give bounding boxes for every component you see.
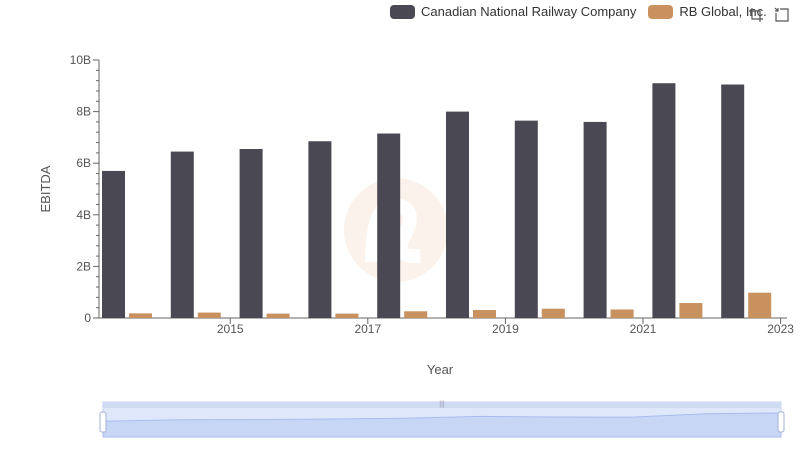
slider-handle-left — [99, 411, 107, 433]
y-axis-title: EBITDA — [38, 165, 53, 212]
y-tick-label: 2B — [76, 259, 91, 273]
y-axis: 0 2B 4B 6B 8B 10B — [70, 53, 100, 325]
y-tick-label: 0 — [84, 311, 91, 325]
legend: Canadian National Railway Company RB Glo… — [390, 4, 771, 19]
x-axis: 2015 2017 2019 2021 2023 — [99, 317, 794, 336]
bar-canadian-national-railway — [652, 83, 676, 318]
legend-item-rb-global[interactable]: RB Global, Inc. — [648, 4, 767, 19]
y-tick-label: 4B — [76, 208, 91, 222]
bar-rb-global — [541, 308, 565, 318]
bars-group — [102, 83, 772, 318]
x-tick-label: 2021 — [630, 322, 657, 336]
bar-canadian-national-railway — [446, 111, 469, 318]
x-tick-label: 2017 — [354, 322, 381, 336]
legend-swatch-rb-global — [648, 4, 674, 19]
bar-canadian-national-railway — [583, 121, 607, 318]
bar-rb-global — [129, 313, 152, 318]
slider-handle-right — [777, 411, 785, 433]
bar-canadian-national-railway — [514, 120, 538, 318]
bar-rb-global — [197, 312, 221, 318]
legend-label-canadian-national-railway: Canadian National Railway Company — [421, 4, 637, 19]
bar-rb-global — [266, 313, 290, 318]
x-tick-label: 2023 — [767, 322, 794, 336]
bar-canadian-national-railway — [170, 151, 194, 318]
bar-canadian-national-railway — [239, 149, 263, 318]
data-zoom-slider[interactable]: ||| — [99, 401, 785, 438]
bar-canadian-national-railway — [308, 141, 332, 318]
x-tick-label: 2019 — [492, 322, 519, 336]
restore-icon[interactable] — [774, 7, 790, 23]
slider-grip: ||| — [439, 401, 445, 408]
bar-rb-global — [610, 309, 634, 318]
x-tick-label: 2015 — [217, 322, 244, 336]
y-tick-label: 6B — [76, 156, 91, 170]
x-axis-title: Year — [427, 362, 454, 377]
bar-rb-global — [473, 310, 496, 318]
slider-top-bar — [103, 402, 781, 408]
bar-rb-global — [748, 292, 772, 318]
y-tick-label: 10B — [70, 53, 91, 67]
bar-canadian-national-railway — [721, 84, 745, 318]
bar-rb-global — [679, 303, 703, 318]
bar-rb-global — [404, 311, 428, 318]
bar-canadian-national-railway — [102, 170, 125, 318]
y-tick-label: 8B — [76, 105, 91, 119]
bar-canadian-national-railway — [377, 133, 401, 318]
legend-swatch-canadian-national-railway — [390, 4, 415, 19]
bar-rb-global — [335, 313, 359, 318]
zoom-icon[interactable] — [748, 7, 764, 23]
legend-label-rb-global: RB Global, Inc. — [679, 4, 767, 19]
legend-item-canadian-national-railway[interactable]: Canadian National Railway Company — [390, 4, 636, 19]
